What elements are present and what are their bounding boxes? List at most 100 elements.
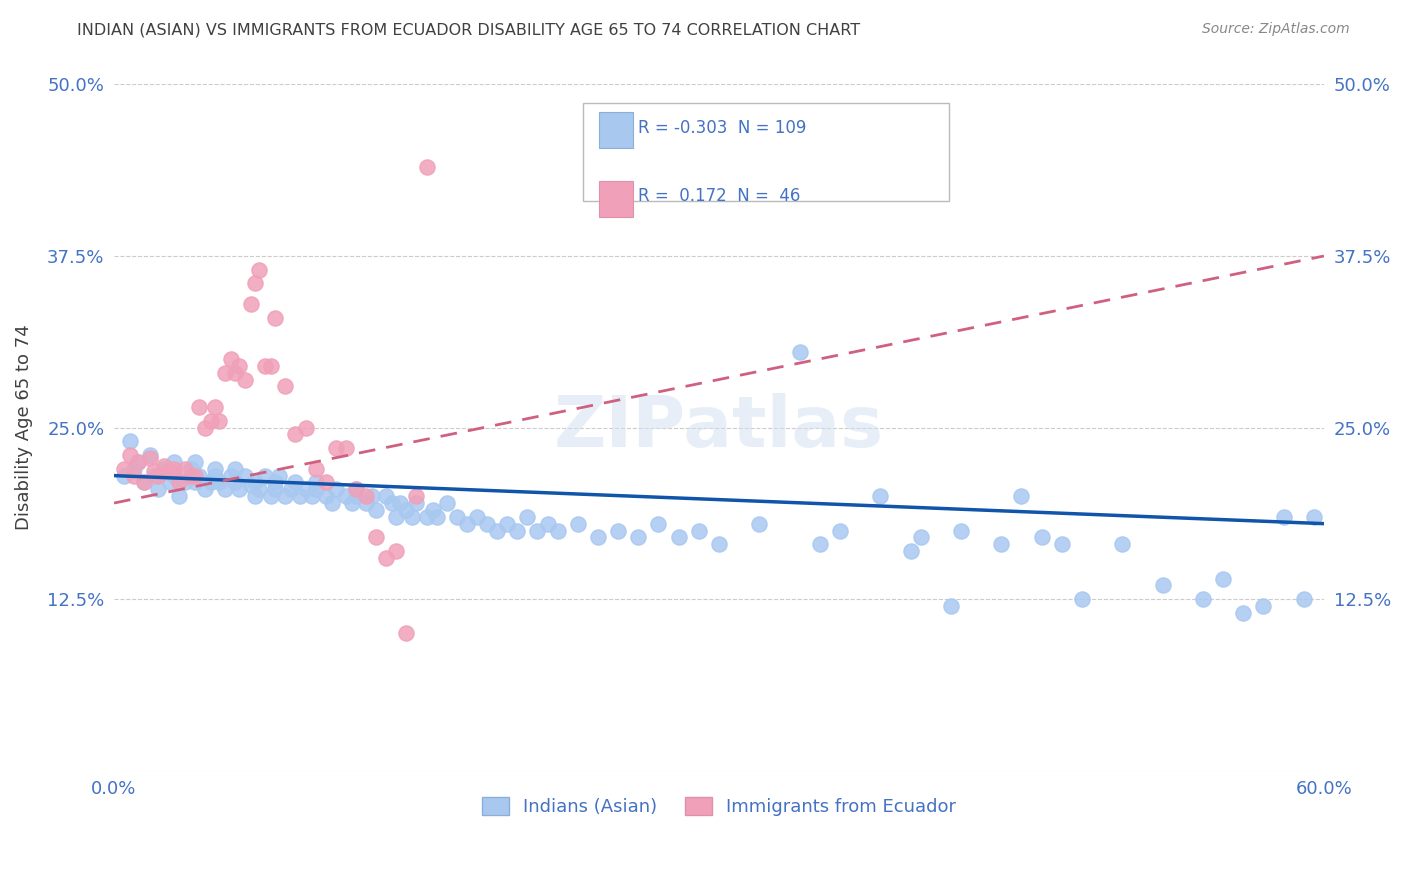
Point [284, 427, 307, 442]
Point [243, 475, 266, 490]
Point [143, 465, 166, 479]
Point [1010, 489, 1032, 503]
Point [120, 448, 142, 462]
Point [415, 509, 437, 524]
Point [167, 475, 190, 490]
Point [301, 489, 323, 503]
Point [385, 509, 408, 524]
Point [325, 441, 347, 455]
Point [1071, 592, 1094, 607]
Point [366, 503, 388, 517]
Point [422, 503, 444, 517]
Point [547, 524, 569, 538]
Text: INDIAN (ASIAN) VS IMMIGRANTS FROM ECUADOR DISABILITY AGE 65 TO 74 CORRELATION CH: INDIAN (ASIAN) VS IMMIGRANTS FROM ECUADO… [77, 22, 860, 37]
Point [415, 160, 437, 174]
Point [148, 468, 170, 483]
Point [224, 366, 246, 380]
Point [183, 468, 205, 483]
Point [1031, 530, 1053, 544]
Point [219, 351, 242, 366]
Point [260, 359, 283, 373]
Point [224, 475, 246, 490]
Point [939, 599, 962, 613]
Point [159, 475, 181, 490]
Point [304, 475, 326, 490]
Point [274, 489, 297, 503]
Point [828, 524, 851, 538]
Point [869, 489, 891, 503]
Point [389, 496, 412, 510]
Point [204, 400, 226, 414]
Point [204, 468, 226, 483]
Point [436, 496, 458, 510]
Point [325, 483, 347, 497]
Point [567, 516, 589, 531]
Point [240, 478, 263, 492]
Point [354, 489, 377, 503]
Point [264, 483, 287, 497]
Point [1272, 509, 1295, 524]
Point [167, 489, 190, 503]
Point [526, 524, 548, 538]
Point [506, 524, 529, 538]
Point [375, 489, 398, 503]
Point [112, 468, 135, 483]
Point [1050, 537, 1073, 551]
Point [208, 414, 231, 428]
Point [340, 496, 363, 510]
Point [143, 468, 166, 483]
Point [187, 400, 209, 414]
Point [315, 475, 337, 490]
Point [139, 448, 162, 462]
Point [247, 483, 270, 497]
Point [254, 468, 277, 483]
Point [395, 503, 418, 517]
Point [607, 524, 630, 538]
Point [200, 414, 222, 428]
Point [354, 496, 377, 510]
Point [247, 262, 270, 277]
Text: R =  0.172  N =  46: R = 0.172 N = 46 [638, 187, 800, 205]
Point [294, 420, 316, 434]
Point [280, 483, 302, 497]
Point [208, 475, 231, 490]
Point [264, 475, 287, 490]
Point [228, 359, 250, 373]
Point [446, 509, 468, 524]
Point [153, 461, 176, 475]
Point [173, 475, 195, 490]
Point [910, 530, 932, 544]
Point [1192, 592, 1215, 607]
Point [254, 359, 277, 373]
Point [159, 465, 181, 479]
Point [395, 626, 418, 640]
Point [284, 475, 307, 490]
Point [163, 461, 186, 475]
Point [127, 455, 149, 469]
Point [194, 483, 217, 497]
Point [240, 297, 263, 311]
Point [1212, 572, 1234, 586]
Text: R = -0.303  N = 109: R = -0.303 N = 109 [638, 119, 807, 136]
Point [148, 483, 170, 497]
Point [304, 483, 326, 497]
Point [344, 483, 367, 497]
Point [134, 475, 156, 490]
Point [288, 489, 311, 503]
Point [647, 516, 669, 531]
Point [361, 489, 384, 503]
Point [163, 455, 186, 469]
Point [586, 530, 609, 544]
Point [180, 468, 202, 483]
Point [294, 483, 316, 497]
Point [228, 483, 250, 497]
Point [183, 455, 205, 469]
Point [163, 468, 186, 483]
Point [465, 509, 488, 524]
Point [366, 530, 388, 544]
Point [180, 461, 202, 475]
Point [344, 489, 367, 503]
Point [789, 345, 811, 359]
Point [1111, 537, 1133, 551]
Point [134, 475, 156, 490]
